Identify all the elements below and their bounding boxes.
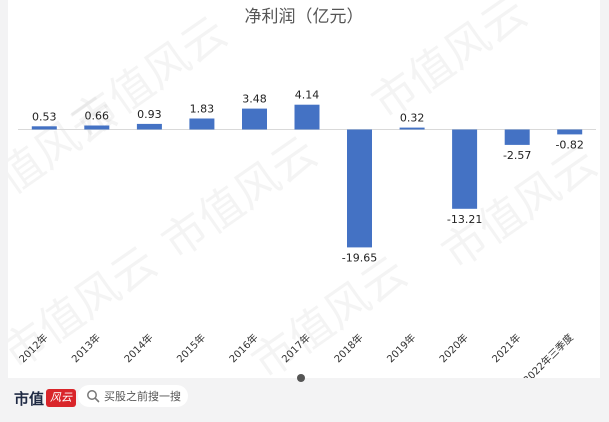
category-label: 2020年 bbox=[436, 331, 470, 365]
bar bbox=[399, 127, 425, 130]
bar bbox=[347, 129, 372, 248]
value-label: -13.21 bbox=[447, 213, 482, 226]
value-label: -2.57 bbox=[503, 149, 531, 162]
value-label: 0.32 bbox=[400, 112, 425, 125]
category-label: 2014年 bbox=[121, 331, 155, 365]
value-label: 3.48 bbox=[242, 93, 267, 106]
bar bbox=[504, 129, 530, 145]
bar bbox=[557, 129, 583, 135]
brand-text: 市值 bbox=[14, 389, 45, 408]
bar bbox=[452, 129, 478, 209]
value-label: 1.83 bbox=[190, 103, 215, 116]
value-labels-layer: 0.53 0.66 0.93 1.83 3.48 4.14 -19.65 0.32 -13.21… bbox=[32, 89, 584, 265]
footer-bar: 市值 风云 买股之前搜一搜 bbox=[0, 378, 609, 422]
value-label: -0.82 bbox=[555, 138, 583, 151]
category-label: 2015年 bbox=[174, 331, 208, 365]
bar bbox=[242, 108, 267, 130]
category-label: 2019年 bbox=[384, 331, 418, 365]
bar bbox=[136, 123, 162, 130]
value-label: -19.65 bbox=[342, 251, 377, 264]
watermark-text: 市值风云 bbox=[8, 87, 126, 230]
value-label: 0.93 bbox=[137, 108, 162, 121]
chart-title: 净利润（亿元） bbox=[245, 7, 364, 27]
watermark-text: 市值风云 bbox=[153, 127, 326, 270]
category-label: 2022年三季度 bbox=[520, 331, 575, 378]
bars-layer bbox=[31, 104, 583, 248]
chart-card: 市值风云 市值风云 市值风云 市值风云 市值风云 市值风云 市值风云 净利润（亿元） 0.5… bbox=[8, 0, 600, 378]
value-label: 0.66 bbox=[85, 110, 110, 123]
search-placeholder: 买股之前搜一搜 bbox=[104, 390, 181, 403]
value-label: 0.53 bbox=[32, 110, 57, 123]
brand-script-badge: 风云 bbox=[46, 389, 77, 407]
value-label: 4.14 bbox=[295, 89, 320, 102]
bar bbox=[189, 118, 215, 130]
bar bbox=[294, 104, 320, 130]
bar bbox=[31, 126, 57, 130]
scroll-indicator bbox=[297, 374, 305, 382]
search-icon bbox=[87, 390, 100, 403]
brand-logo[interactable]: 市值 风云 bbox=[14, 386, 77, 410]
search-bar[interactable]: 买股之前搜一搜 bbox=[78, 385, 188, 407]
category-label: 2021年 bbox=[489, 331, 523, 365]
watermark-text: 市值风云 bbox=[363, 0, 536, 129]
bar bbox=[84, 125, 110, 130]
